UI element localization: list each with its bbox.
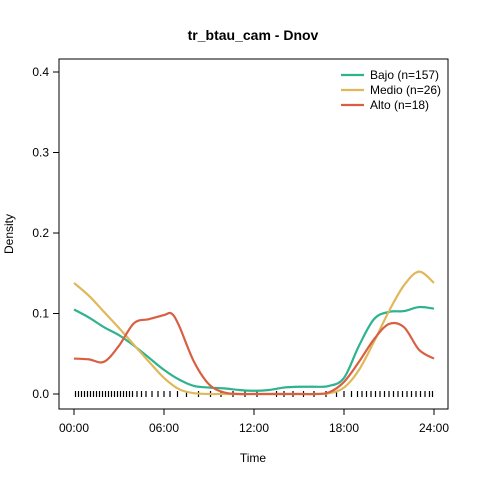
x-tick-label: 00:00 <box>59 421 89 435</box>
y-axis-label: Density <box>2 214 16 254</box>
x-axis: 00:00 06:00 12:00 18:00 24:00 <box>59 408 449 435</box>
legend: Bajo (n=157)Medio (n=26)Alto (n=18) <box>341 68 441 112</box>
legend-label: Medio (n=26) <box>370 83 441 97</box>
legend-label: Alto (n=18) <box>370 98 429 112</box>
y-tick-label: 0.4 <box>32 65 49 79</box>
chart-title: tr_btau_cam - Dnov <box>188 27 319 43</box>
y-tick-label: 0.3 <box>32 146 49 160</box>
x-axis-label: Time <box>240 451 267 465</box>
x-tick-label: 24:00 <box>419 421 449 435</box>
legend-label: Bajo (n=157) <box>370 68 439 82</box>
y-axis: 0.0 0.1 0.2 0.3 0.4 <box>32 65 60 401</box>
y-tick-label: 0.1 <box>32 307 49 321</box>
x-tick-label: 12:00 <box>239 421 269 435</box>
series-lines <box>73 270 435 396</box>
x-tick-label: 18:00 <box>329 421 359 435</box>
series-line-2 <box>73 311 435 396</box>
series-line-0 <box>73 305 435 392</box>
x-tick-label: 06:00 <box>149 421 179 435</box>
y-tick-label: 0.0 <box>32 387 49 401</box>
y-tick-label: 0.2 <box>32 226 49 240</box>
